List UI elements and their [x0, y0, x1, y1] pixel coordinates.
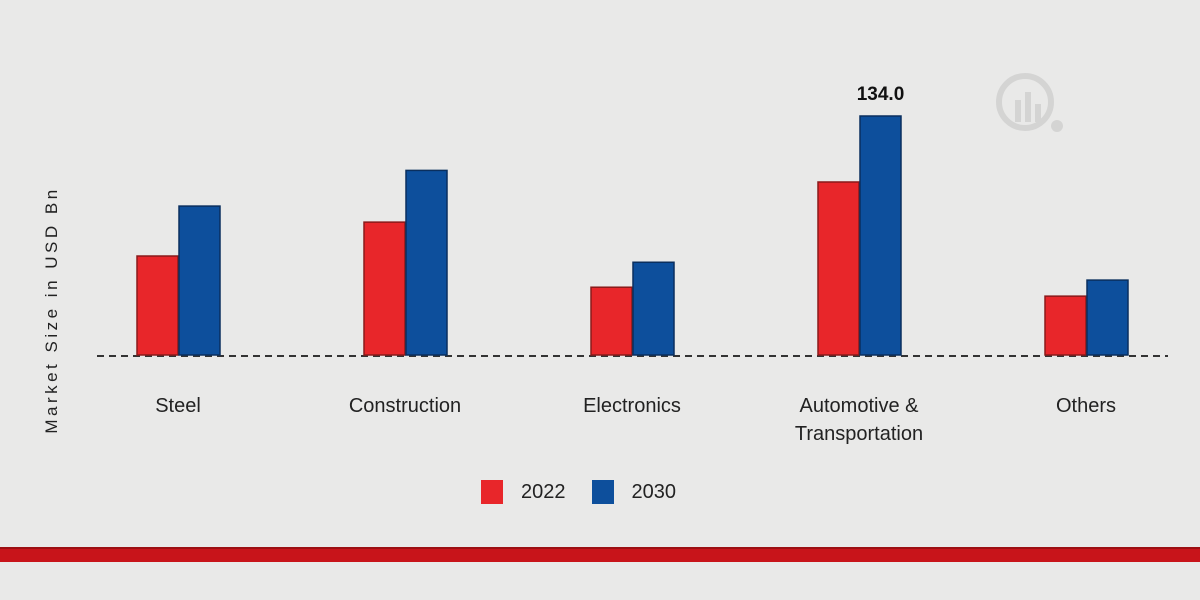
x-tick-label: Automotive & Transportation — [794, 395, 924, 445]
x-tick-label: Others — [1055, 395, 1117, 417]
bar-2022-0 — [136, 255, 179, 356]
x-tick-label: Electronics — [583, 395, 681, 417]
data-label: 134.0 — [857, 84, 905, 105]
bar-2030-3 — [859, 115, 902, 356]
bar-2022-3 — [817, 181, 860, 356]
legend: 2022 2030 — [481, 480, 702, 504]
bar-2022-4 — [1044, 295, 1087, 356]
bar-2030-4 — [1086, 279, 1129, 356]
legend-label-2030: 2030 — [631, 480, 677, 503]
legend-swatch-2030 — [591, 480, 614, 504]
y-axis-label: Market Size in USD Bn — [42, 186, 61, 434]
bar-2030-0 — [178, 205, 221, 356]
x-tick-label: Steel — [155, 395, 201, 417]
footer-band — [0, 547, 1200, 562]
bar-2022-1 — [363, 221, 406, 356]
bar-2030-2 — [632, 261, 675, 356]
bar-2030-1 — [405, 169, 448, 356]
legend-label-2022: 2022 — [521, 480, 566, 503]
bar-2022-2 — [590, 286, 633, 356]
x-tick-label: Construction — [348, 395, 462, 417]
watermark-logo-icon — [996, 73, 1063, 132]
legend-swatch-2022 — [481, 480, 503, 504]
